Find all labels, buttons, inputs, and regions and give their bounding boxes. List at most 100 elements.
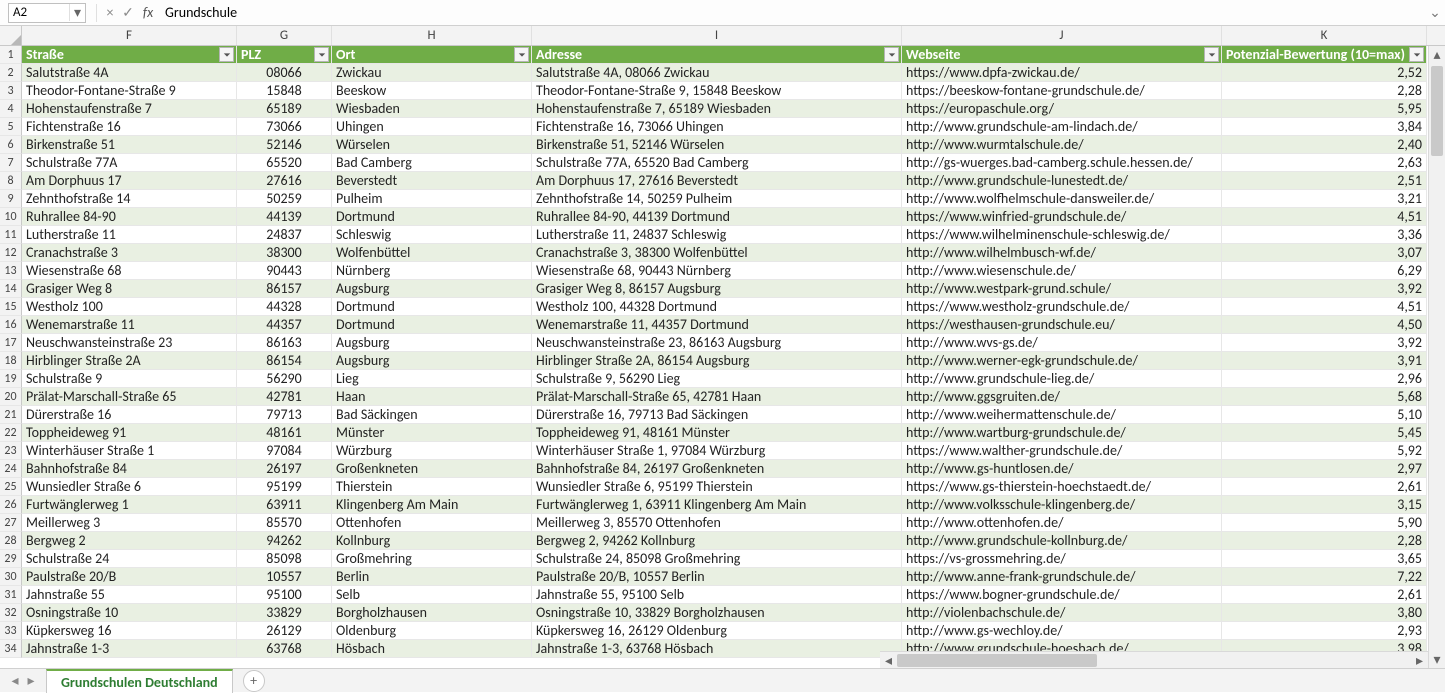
cell-K10[interactable]: 4,51 [1222, 208, 1427, 226]
cell-G30[interactable]: 10557 [237, 568, 332, 586]
cell-I20[interactable]: Prälat-Marschall-Straße 65, 42781 Haan [532, 388, 902, 406]
cell-J17[interactable]: http://www.wvs-gs.de/ [902, 334, 1222, 352]
cell-K33[interactable]: 2,93 [1222, 622, 1427, 640]
cell-F31[interactable]: Jahnstraße 55 [22, 586, 237, 604]
cell-I14[interactable]: Grasiger Weg 8, 86157 Augsburg [532, 280, 902, 298]
cell-F10[interactable]: Ruhrallee 84-90 [22, 208, 237, 226]
cell-J22[interactable]: http://www.wartburg-grundschule.de/ [902, 424, 1222, 442]
cell-H29[interactable]: Großmehring [332, 550, 532, 568]
cell-F23[interactable]: Winterhäuser Straße 1 [22, 442, 237, 460]
cell-J12[interactable]: http://www.wilhelmbusch-wf.de/ [902, 244, 1222, 262]
scroll-left-icon[interactable]: ◂ [880, 652, 897, 669]
cell-J9[interactable]: http://www.wolfhelmschule-dansweiler.de/ [902, 190, 1222, 208]
cell-I6[interactable]: Birkenstraße 51, 52146 Würselen [532, 136, 902, 154]
scroll-up-icon[interactable]: ▴ [1429, 46, 1445, 63]
formula-cancel-icon[interactable]: × [101, 4, 119, 21]
row-header-15[interactable]: 15 [0, 298, 22, 316]
cell-H16[interactable]: Dortmund [332, 316, 532, 334]
table-header-H[interactable]: Ort [332, 46, 532, 64]
cell-J33[interactable]: http://www.gs-wechloy.de/ [902, 622, 1222, 640]
cell-F32[interactable]: Osningstraße 10 [22, 604, 237, 622]
table-header-J[interactable]: Webseite [902, 46, 1222, 64]
cell-F22[interactable]: Toppheideweg 91 [22, 424, 237, 442]
cell-K30[interactable]: 7,22 [1222, 568, 1427, 586]
cell-F27[interactable]: Meillerweg 3 [22, 514, 237, 532]
cell-H14[interactable]: Augsburg [332, 280, 532, 298]
cell-G23[interactable]: 97084 [237, 442, 332, 460]
row-header-34[interactable]: 34 [0, 640, 22, 658]
row-header-25[interactable]: 25 [0, 478, 22, 496]
sheet-nav-prev-icon[interactable]: ◂ [8, 672, 22, 689]
cell-I10[interactable]: Ruhrallee 84-90, 44139 Dortmund [532, 208, 902, 226]
cell-K11[interactable]: 3,36 [1222, 226, 1427, 244]
cell-I21[interactable]: Dürerstraße 16, 79713 Bad Säckingen [532, 406, 902, 424]
cell-G8[interactable]: 27616 [237, 172, 332, 190]
cell-F12[interactable]: Cranachstraße 3 [22, 244, 237, 262]
cell-J27[interactable]: http://www.ottenhofen.de/ [902, 514, 1222, 532]
cell-J14[interactable]: http://www.westpark-grund.schule/ [902, 280, 1222, 298]
cell-G10[interactable]: 44139 [237, 208, 332, 226]
row-header-32[interactable]: 32 [0, 604, 22, 622]
cell-H10[interactable]: Dortmund [332, 208, 532, 226]
cell-G31[interactable]: 95100 [237, 586, 332, 604]
cell-J7[interactable]: http://gs-wuerges.bad-camberg.schule.hes… [902, 154, 1222, 172]
row-header-4[interactable]: 4 [0, 100, 22, 118]
cell-J21[interactable]: http://www.weihermattenschule.de/ [902, 406, 1222, 424]
cell-F21[interactable]: Dürerstraße 16 [22, 406, 237, 424]
row-header-18[interactable]: 18 [0, 352, 22, 370]
cell-F5[interactable]: Fichtenstraße 16 [22, 118, 237, 136]
cell-F11[interactable]: Lutherstraße 11 [22, 226, 237, 244]
cell-H17[interactable]: Augsburg [332, 334, 532, 352]
cell-K17[interactable]: 3,92 [1222, 334, 1427, 352]
cell-F3[interactable]: Theodor-Fontane-Straße 9 [22, 82, 237, 100]
filter-dropdown-icon[interactable] [314, 47, 329, 62]
cell-I8[interactable]: Am Dorphuus 17, 27616 Beverstedt [532, 172, 902, 190]
cell-I25[interactable]: Wunsiedler Straße 6, 95199 Thierstein [532, 478, 902, 496]
cell-F33[interactable]: Küpkersweg 16 [22, 622, 237, 640]
cell-I27[interactable]: Meillerweg 3, 85570 Ottenhofen [532, 514, 902, 532]
cell-K32[interactable]: 3,80 [1222, 604, 1427, 622]
cell-I7[interactable]: Schulstraße 77A, 65520 Bad Camberg [532, 154, 902, 172]
cell-F20[interactable]: Prälat-Marschall-Straße 65 [22, 388, 237, 406]
column-header-H[interactable]: H [332, 26, 532, 45]
vertical-scroll-thumb[interactable] [1431, 66, 1443, 156]
cell-I34[interactable]: Jahnstraße 1-3, 63768 Hösbach [532, 640, 902, 658]
cell-J13[interactable]: http://www.wiesenschule.de/ [902, 262, 1222, 280]
cell-G15[interactable]: 44328 [237, 298, 332, 316]
name-box-dropdown-icon[interactable]: ▾ [69, 4, 85, 21]
filter-dropdown-icon[interactable] [219, 47, 234, 62]
cell-J25[interactable]: https://www.gs-thierstein-hoechstaedt.de… [902, 478, 1222, 496]
cell-G16[interactable]: 44357 [237, 316, 332, 334]
cell-H19[interactable]: Lieg [332, 370, 532, 388]
cell-J30[interactable]: http://www.anne-frank-grundschule.de/ [902, 568, 1222, 586]
column-header-F[interactable]: F [22, 26, 237, 45]
cell-H7[interactable]: Bad Camberg [332, 154, 532, 172]
cell-J31[interactable]: https://www.bogner-grundschule.de/ [902, 586, 1222, 604]
cell-H12[interactable]: Wolfenbüttel [332, 244, 532, 262]
cell-G2[interactable]: 08066 [237, 64, 332, 82]
row-header-1[interactable]: 1 [0, 46, 22, 64]
cell-F16[interactable]: Wenemarstraße 11 [22, 316, 237, 334]
row-header-23[interactable]: 23 [0, 442, 22, 460]
cell-J8[interactable]: http://www.grundschule-lunestedt.de/ [902, 172, 1222, 190]
cell-K2[interactable]: 2,52 [1222, 64, 1427, 82]
cell-G21[interactable]: 79713 [237, 406, 332, 424]
cell-G5[interactable]: 73066 [237, 118, 332, 136]
cell-H9[interactable]: Pulheim [332, 190, 532, 208]
cell-G28[interactable]: 94262 [237, 532, 332, 550]
cell-G18[interactable]: 86154 [237, 352, 332, 370]
table-header-K[interactable]: Potenzial-Bewertung (10=max) [1222, 46, 1427, 64]
cell-G27[interactable]: 85570 [237, 514, 332, 532]
horizontal-scrollbar[interactable]: ◂ ▸ [880, 651, 1428, 668]
cell-J26[interactable]: http://www.volksschule-klingenberg.de/ [902, 496, 1222, 514]
cell-H30[interactable]: Berlin [332, 568, 532, 586]
cell-G11[interactable]: 24837 [237, 226, 332, 244]
cell-K13[interactable]: 6,29 [1222, 262, 1427, 280]
cell-I13[interactable]: Wiesenstraße 68, 90443 Nürnberg [532, 262, 902, 280]
cell-I22[interactable]: Toppheideweg 91, 48161 Münster [532, 424, 902, 442]
row-header-24[interactable]: 24 [0, 460, 22, 478]
cell-K31[interactable]: 2,61 [1222, 586, 1427, 604]
cell-J3[interactable]: https://beeskow-fontane-grundschule.de/ [902, 82, 1222, 100]
row-header-29[interactable]: 29 [0, 550, 22, 568]
cell-G34[interactable]: 63768 [237, 640, 332, 658]
